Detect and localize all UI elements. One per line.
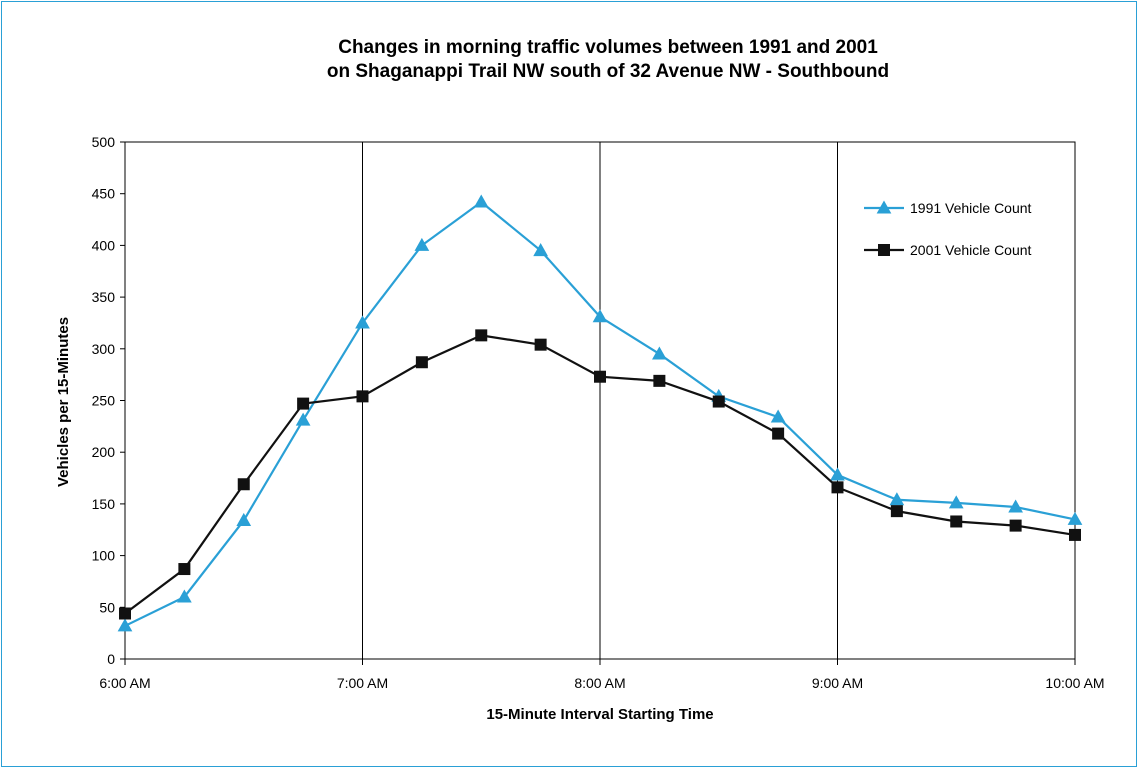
data-point-1991-vehicle-count — [533, 243, 548, 257]
x-tick-label: 10:00 AM — [1045, 675, 1104, 691]
x-tick-label: 9:00 AM — [812, 675, 863, 691]
data-point-2001-vehicle-count — [475, 329, 488, 342]
x-tick-label: 6:00 AM — [99, 675, 150, 691]
y-tick-label: 250 — [92, 393, 116, 409]
data-point-2001-vehicle-count — [1009, 519, 1022, 532]
data-point-2001-vehicle-count — [712, 395, 725, 408]
y-tick-label: 150 — [92, 496, 116, 512]
data-point-2001-vehicle-count — [237, 478, 250, 491]
data-point-2001-vehicle-count — [119, 607, 131, 620]
legend-label-1991-vehicle-count: 1991 Vehicle Count — [910, 200, 1032, 216]
data-point-1991-vehicle-count — [177, 589, 192, 603]
data-point-1991-vehicle-count — [1067, 511, 1083, 525]
y-tick-label: 400 — [92, 237, 116, 253]
data-point-1991-vehicle-count — [592, 309, 608, 323]
data-point-2001-vehicle-count — [356, 390, 369, 403]
y-tick-label: 500 — [92, 134, 116, 150]
y-tick-label: 200 — [92, 444, 116, 460]
data-point-1991-vehicle-count — [473, 194, 489, 208]
x-tick-label: 7:00 AM — [337, 675, 388, 691]
data-point-1991-vehicle-count — [117, 618, 133, 632]
data-point-1991-vehicle-count — [652, 346, 667, 360]
data-point-2001-vehicle-count — [950, 515, 963, 528]
data-point-2001-vehicle-count — [415, 356, 428, 369]
legend-label-2001-vehicle-count: 2001 Vehicle Count — [910, 242, 1032, 258]
y-tick-label: 100 — [92, 548, 116, 564]
data-point-1991-vehicle-count — [355, 315, 370, 329]
data-point-1991-vehicle-count — [948, 495, 964, 509]
y-tick-label: 0 — [107, 651, 115, 667]
data-point-2001-vehicle-count — [1069, 528, 1081, 541]
y-tick-label: 50 — [99, 599, 115, 615]
data-point-2001-vehicle-count — [178, 563, 191, 576]
grid-layer — [362, 142, 838, 659]
series-layer — [117, 194, 1083, 632]
data-point-1991-vehicle-count — [770, 409, 786, 423]
data-point-1991-vehicle-count — [414, 237, 430, 251]
y-axis-label: Vehicles per 15-Minutes — [55, 317, 72, 487]
legend-marker-1991-vehicle-count — [876, 200, 892, 214]
series-1991-vehicle-count — [117, 194, 1083, 632]
data-point-2001-vehicle-count — [890, 505, 903, 518]
data-point-2001-vehicle-count — [653, 374, 666, 387]
y-tick-label: 300 — [92, 341, 116, 357]
axis-layer: 6:00 AM 7:00 AM 8:00 AM 9:00 AM 10:00 AM 0 50 1… — [92, 134, 1105, 691]
data-point-1991-vehicle-count — [1008, 499, 1023, 513]
data-point-2001-vehicle-count — [772, 427, 785, 440]
data-point-2001-vehicle-count — [297, 397, 310, 410]
y-tick-label: 450 — [92, 186, 116, 202]
data-point-2001-vehicle-count — [831, 481, 844, 494]
chart-subtitle: on Shaganappi Trail NW south of 32 Avenu… — [327, 61, 889, 82]
data-point-1991-vehicle-count — [830, 467, 845, 481]
x-axis-label: 15-Minute Interval Starting Time — [486, 706, 713, 723]
series-2001-vehicle-count — [119, 329, 1081, 620]
data-point-1991-vehicle-count — [889, 492, 905, 506]
data-point-2001-vehicle-count — [594, 370, 606, 383]
data-point-1991-vehicle-count — [295, 412, 311, 426]
legend: 1991 Vehicle Count 2001 Vehicle Count — [864, 200, 1032, 258]
y-tick-label: 350 — [92, 289, 116, 305]
data-point-2001-vehicle-count — [534, 338, 547, 351]
legend-marker-2001-vehicle-count — [878, 244, 890, 256]
data-point-1991-vehicle-count — [236, 512, 252, 526]
chart-title: Changes in morning traffic volumes betwe… — [338, 37, 878, 58]
x-tick-label: 8:00 AM — [574, 675, 625, 691]
